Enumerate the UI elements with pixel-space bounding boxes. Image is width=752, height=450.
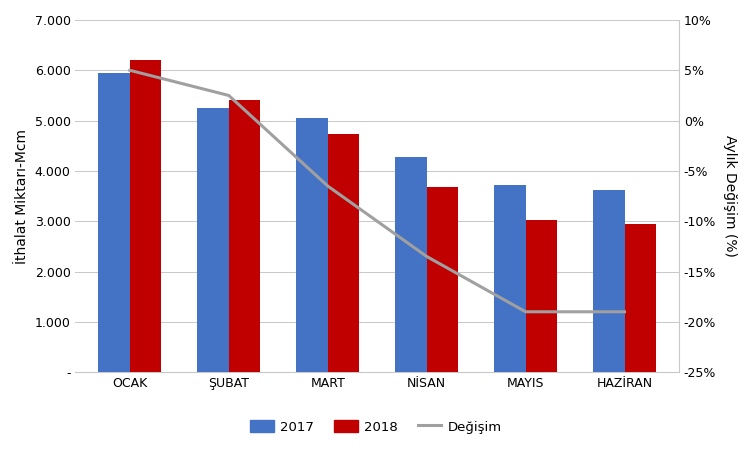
Bar — [229, 100, 260, 372]
Bar — [395, 157, 426, 372]
Bar — [526, 220, 557, 372]
Bar — [197, 108, 229, 372]
Bar — [99, 73, 130, 372]
Bar — [130, 60, 162, 372]
Bar — [328, 135, 359, 372]
Legend: 2017, 2018, Değişim: 2017, 2018, Değişim — [244, 415, 508, 439]
Bar — [494, 185, 526, 372]
Bar — [296, 118, 328, 372]
Bar — [593, 190, 624, 372]
Bar — [426, 187, 458, 372]
Bar — [624, 224, 656, 372]
Y-axis label: İthalat Miktarı-Mcm: İthalat Miktarı-Mcm — [15, 129, 29, 264]
Y-axis label: Aylık Değişim (%): Aylık Değişim (%) — [723, 135, 737, 257]
